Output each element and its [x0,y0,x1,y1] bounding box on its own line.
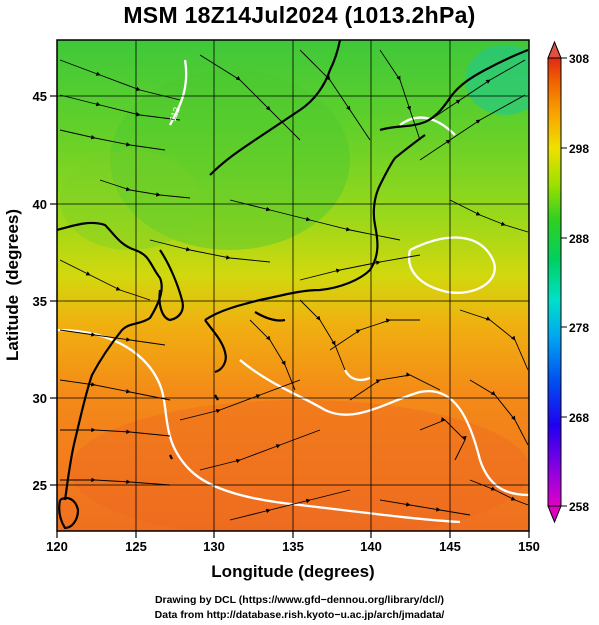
y-tick-label: 35 [33,294,47,309]
y-ticks [50,95,57,486]
x-tick-label: 140 [360,539,382,554]
credit-data: Data from http://database.rish.kyoto−u.a… [154,609,445,621]
y-tick-label: 45 [33,89,47,104]
x-tick-label: 130 [203,539,225,554]
x-axis-label: Longitude (degrees) [211,562,374,581]
x-tick-label: 145 [439,539,461,554]
credit-drawing: Drawing by DCL (https://www.gfd−dennou.o… [154,594,445,606]
y-tick-label: 25 [33,478,47,493]
y-tick-label: 40 [33,197,47,212]
y-tick-label: 30 [33,391,47,406]
colorbar-label: 288 [569,232,589,246]
colorbar-min-arrow [547,505,562,524]
x-tick-label: 125 [125,539,147,554]
colorbar-label: 308 [569,52,589,66]
colorbar-max-arrow [547,40,562,59]
y-axis-label: Latitude (degrees) [3,209,22,361]
colorbar-label: 268 [569,411,589,425]
colorbar-label: 258 [569,500,589,514]
x-tick-label: 135 [282,539,304,554]
x-ticks [56,531,530,538]
x-tick-label: 150 [518,539,540,554]
contour-label: 112 [167,106,181,123]
colorbar: 308 298 288 278 268 258 [547,40,589,524]
grid-lines [57,40,529,531]
coastlines [57,40,529,530]
colorbar-label: 298 [569,142,589,156]
map-title: MSM 18Z14Jul2024 (1013.2hPa) [123,2,476,28]
colorbar-label: 278 [569,321,589,335]
x-tick-label: 120 [46,539,68,554]
